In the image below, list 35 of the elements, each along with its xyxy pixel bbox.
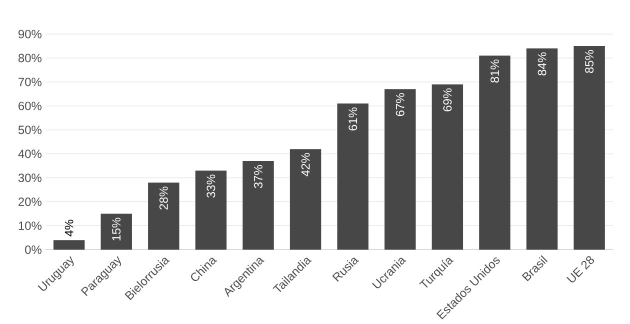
data-label: 84% <box>538 52 546 76</box>
data-label: 28% <box>159 186 168 210</box>
y-tick-label: 10% <box>18 222 42 230</box>
bar <box>479 56 510 250</box>
bar <box>337 104 368 250</box>
y-tick-label: 80% <box>18 54 42 62</box>
bar <box>574 46 605 250</box>
y-tick-label: 20% <box>18 198 42 206</box>
data-label: 42% <box>301 153 310 177</box>
data-label: 85% <box>585 50 594 74</box>
bar <box>53 240 85 250</box>
bar <box>290 149 322 250</box>
data-label: 33% <box>206 174 216 198</box>
y-tick-label: 30% <box>18 174 42 182</box>
data-label: 81% <box>490 60 499 83</box>
bar <box>100 214 132 250</box>
y-tick-label: 50% <box>18 126 42 134</box>
data-label: 37% <box>254 165 262 188</box>
y-tick-label: 0% <box>25 246 42 254</box>
y-tick-label: 60% <box>18 102 42 110</box>
y-tick-label: 70% <box>18 78 42 86</box>
bar <box>195 170 227 250</box>
data-label: 15% <box>112 218 121 241</box>
data-label: 4% <box>64 220 74 237</box>
bar <box>148 182 180 250</box>
data-label: 69% <box>443 88 452 112</box>
y-tick-label: 90% <box>18 30 42 39</box>
bar <box>526 48 558 250</box>
data-label: 61% <box>348 108 358 131</box>
data-label: 67% <box>396 93 404 116</box>
bar <box>384 89 416 250</box>
y-tick-label: 40% <box>18 150 42 158</box>
x-tick-label: UE 28 <box>566 256 594 283</box>
bar <box>432 84 464 250</box>
bar <box>242 161 274 250</box>
